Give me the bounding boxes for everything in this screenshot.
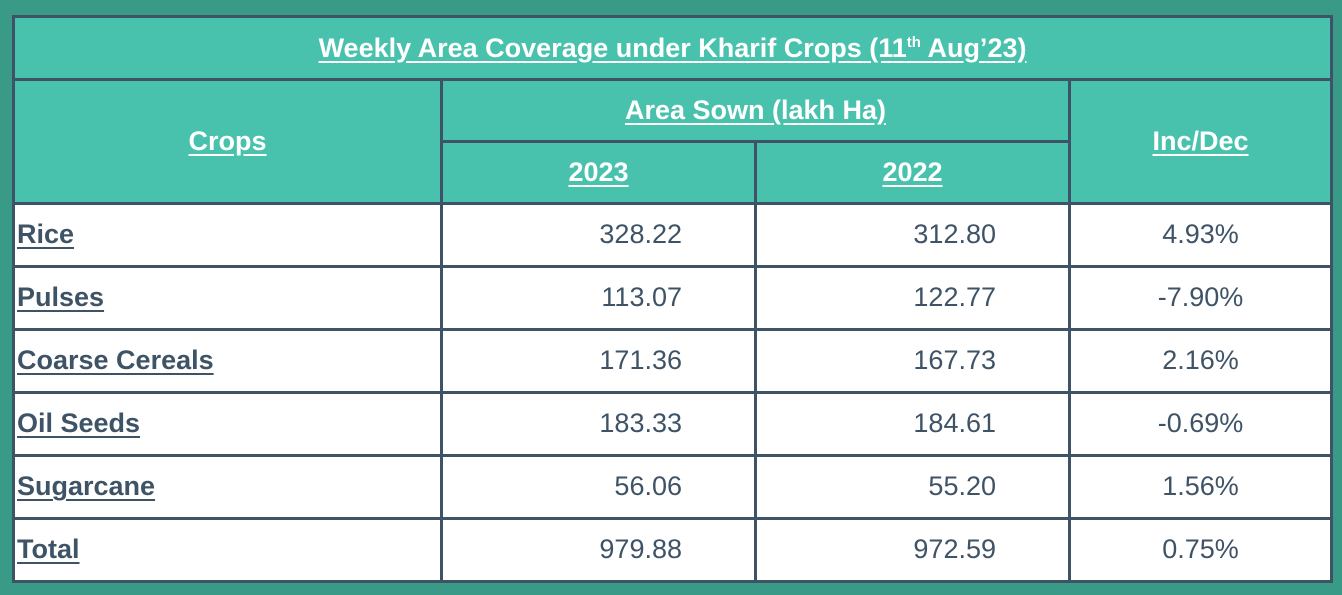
table-row: Coarse Cereals 171.36 167.73 2.16% [15, 331, 1330, 391]
table-row: Sugarcane 56.06 55.20 1.56% [15, 457, 1330, 517]
table-row: Oil Seeds 183.33 184.61 -0.69% [15, 394, 1330, 454]
crop-name: Oil Seeds [15, 394, 440, 454]
area-2023: 328.22 [443, 205, 754, 265]
header-area-sown: Area Sown (lakh Ha) [443, 81, 1068, 140]
table-row: Rice 328.22 312.80 4.93% [15, 205, 1330, 265]
crop-name: Pulses [15, 268, 440, 328]
header-inc-dec: Inc/Dec [1071, 81, 1330, 202]
area-2022: 184.61 [757, 394, 1068, 454]
area-2022: 122.77 [757, 268, 1068, 328]
inc-dec-value: 2.16% [1071, 331, 1330, 391]
area-2022: 55.20 [757, 457, 1068, 517]
table-frame: Weekly Area Coverage under Kharif Crops … [12, 15, 1331, 583]
area-2023: 979.88 [443, 520, 754, 580]
inc-dec-value: 0.75% [1071, 520, 1330, 580]
header-year-2023: 2023 [443, 143, 754, 202]
table-title: Weekly Area Coverage under Kharif Crops … [15, 18, 1330, 78]
area-2022: 972.59 [757, 520, 1068, 580]
inc-dec-value: -0.69% [1071, 394, 1330, 454]
table-row: Pulses 113.07 122.77 -7.90% [15, 268, 1330, 328]
kharif-crops-table: Weekly Area Coverage under Kharif Crops … [12, 15, 1333, 583]
area-2022: 312.80 [757, 205, 1068, 265]
area-2022: 167.73 [757, 331, 1068, 391]
inc-dec-value: -7.90% [1071, 268, 1330, 328]
header-crops: Crops [15, 81, 440, 202]
area-2023: 113.07 [443, 268, 754, 328]
inc-dec-value: 4.93% [1071, 205, 1330, 265]
header-year-2022: 2022 [757, 143, 1068, 202]
title-superscript: th [907, 34, 921, 51]
inc-dec-value: 1.56% [1071, 457, 1330, 517]
area-2023: 56.06 [443, 457, 754, 517]
table-row: Total 979.88 972.59 0.75% [15, 520, 1330, 580]
area-2023: 171.36 [443, 331, 754, 391]
area-2023: 183.33 [443, 394, 754, 454]
crop-name: Coarse Cereals [15, 331, 440, 391]
crop-name: Sugarcane [15, 457, 440, 517]
crop-name: Total [15, 520, 440, 580]
crop-name: Rice [15, 205, 440, 265]
